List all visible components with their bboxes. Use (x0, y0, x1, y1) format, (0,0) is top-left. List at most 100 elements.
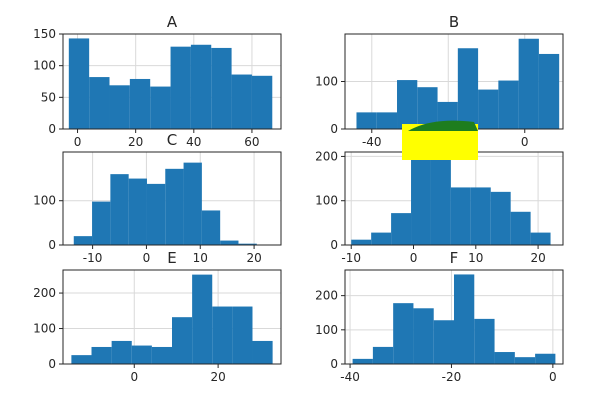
panel-f-ytick-label-0: 0 (330, 357, 338, 371)
panel-e-bar-1 (91, 346, 112, 364)
panel-d-bar-9 (530, 232, 551, 245)
panel-f-bar-5 (454, 274, 475, 364)
panel-c-bar-6 (183, 162, 202, 245)
panel-d-xtick-label-1: 0 (410, 251, 418, 265)
panel-f-bar-1 (372, 346, 394, 364)
panel-f-bar-2 (393, 303, 414, 364)
panel-b-bar-6 (478, 89, 499, 129)
panel-d-xtick-label-3: 20 (530, 251, 545, 265)
panel-a-xtick-label-0: 0 (74, 135, 82, 149)
panel-f-ytick-label-2: 200 (315, 289, 338, 303)
panel-f-xtick-label-2: 0 (549, 370, 557, 384)
panel-a-bar-3 (129, 78, 151, 129)
panel-c-xtick-label-3: 20 (246, 251, 261, 265)
panel-a-bar-7 (211, 47, 232, 129)
panel-b-bar-0 (356, 112, 377, 129)
panel-c-xtick-label-1: 0 (143, 251, 151, 265)
panel-c-xtick-label-0: -10 (83, 251, 103, 265)
panel-e-xtick-label-1: 20 (210, 370, 225, 384)
histogram-panel-a: 0 20 40 60 0 50 100 150 A (33, 13, 282, 149)
panel-a-title: A (167, 13, 178, 31)
panel-a-bar-0 (68, 38, 90, 129)
panel-f-bar-3 (413, 308, 434, 364)
panel-d-xtick-label-2: 10 (468, 251, 483, 265)
panel-b-ytick-label-0: 0 (330, 122, 338, 136)
panel-f-frame (344, 269, 564, 365)
panel-d-ytick-label-0: 0 (330, 238, 338, 252)
panel-d-bar-1 (371, 232, 392, 245)
panel-d-bar-4 (430, 159, 451, 245)
panel-c-bar-4 (146, 183, 166, 245)
panel-c-xtick-label-2: 10 (193, 251, 208, 265)
histogram-panel-c: -10 0 10 20 0 100 C (33, 131, 282, 265)
panel-f-xtick-label-1: -20 (442, 370, 462, 384)
panel-c-ytick-label-1: 100 (33, 194, 56, 208)
panel-d-ytick-label-1: 100 (315, 194, 338, 208)
panel-b-bar-2 (397, 80, 418, 129)
panel-f-bar-9 (535, 353, 556, 364)
panel-f-bar-6 (474, 318, 495, 364)
panel-a-ytick-label-3: 150 (33, 27, 56, 41)
panel-f-xtick-label-0: -40 (340, 370, 360, 384)
panel-e-title: E (167, 249, 176, 267)
panel-a-xtick-label-3: 60 (244, 135, 259, 149)
panel-a-bar-5 (170, 46, 191, 129)
panel-e-bar-3 (131, 345, 152, 364)
panel-a-frame (62, 33, 282, 130)
panel-a-xtick-label-2: 40 (186, 135, 201, 149)
panel-c-bar-3 (128, 178, 147, 245)
panel-d-bar-5 (450, 187, 471, 245)
panel-a-bar-4 (150, 86, 171, 129)
panel-b-xtick-label-2: 0 (521, 135, 529, 149)
panel-b-bar-7 (498, 80, 519, 129)
panel-e-bar-8 (232, 306, 253, 364)
panel-b-bar-3 (417, 87, 438, 129)
panel-a-ytick-label-0: 0 (48, 122, 56, 136)
panel-d-bar-7 (490, 191, 511, 245)
highlight-marker (402, 120, 478, 160)
panel-d-ytick-label-2: 200 (315, 149, 338, 163)
panel-a-bar-2 (109, 85, 130, 129)
panel-f-bar-0 (352, 358, 373, 364)
panel-e-bar-9 (252, 340, 273, 364)
panel-f-bar-4 (433, 320, 454, 364)
panel-a-ytick-label-2: 100 (33, 59, 56, 73)
panel-f-ytick-label-1: 100 (315, 323, 338, 337)
panel-c-bar-7 (201, 210, 221, 245)
panel-a-xtick-label-1: 20 (128, 135, 143, 149)
panel-e-bar-0 (71, 355, 92, 364)
panel-b-bar-1 (376, 112, 398, 129)
panel-c-bar-9 (238, 243, 257, 245)
panel-a-bar-9 (251, 75, 273, 129)
panel-b-bar-8 (518, 38, 539, 129)
panel-e-bar-4 (151, 346, 172, 364)
panel-c-bar-2 (110, 174, 129, 245)
panel-e-frame (62, 269, 282, 365)
panel-a-ytick-label-1: 50 (41, 90, 56, 104)
panel-c-ytick-label-0: 0 (48, 238, 56, 252)
panel-c-bar-0 (73, 236, 93, 245)
green-hump-shape (408, 120, 478, 131)
panel-f-title: F (450, 249, 459, 267)
panel-e-bar-6 (192, 274, 213, 364)
panel-e-bar-2 (111, 340, 132, 364)
panel-f-bar-8 (514, 357, 536, 364)
panel-d-bar-6 (470, 187, 491, 245)
panel-c-bar-1 (92, 201, 111, 245)
panel-c-bar-8 (220, 240, 239, 245)
panel-d-bar-0 (351, 239, 372, 245)
panel-e-xtick-label-0: 0 (130, 370, 138, 384)
panel-b-xtick-label-0: -40 (362, 135, 382, 149)
panel-e-bar-7 (212, 306, 233, 364)
histogram-panel-d: -10010200100200D (315, 131, 564, 265)
panel-d-xtick-label-0: -10 (341, 251, 361, 265)
panel-f-bar-7 (494, 352, 515, 364)
panel-e-ytick-label-2: 200 (33, 286, 56, 300)
panel-e-ytick-label-1: 100 (33, 322, 56, 336)
panel-c-bar-5 (165, 168, 184, 245)
panel-d-bar-3 (411, 157, 431, 245)
panel-a-bar-8 (231, 74, 252, 129)
panel-e-bar-5 (172, 317, 193, 364)
